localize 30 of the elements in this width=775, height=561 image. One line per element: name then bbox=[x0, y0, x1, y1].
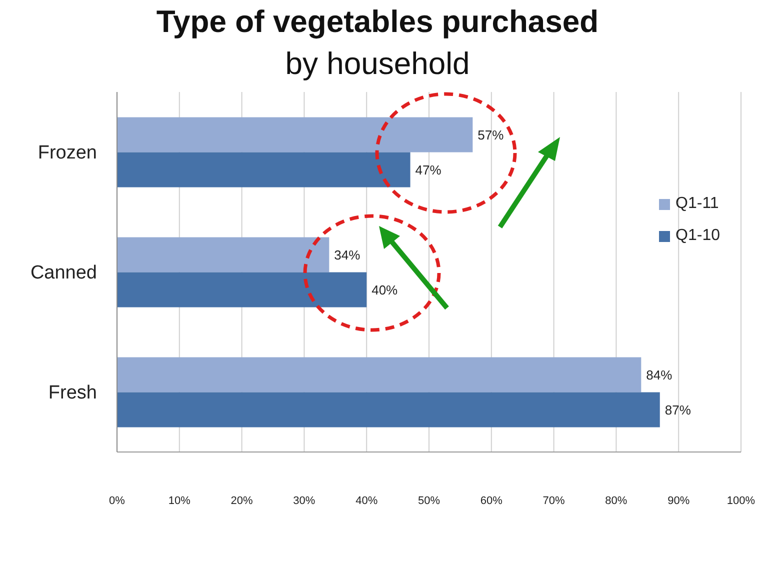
data-label: 40% bbox=[372, 282, 398, 298]
data-label: 87% bbox=[664, 402, 692, 418]
x-tick-label: 90% bbox=[668, 494, 690, 507]
x-tick-label: 20% bbox=[230, 494, 254, 507]
data-label: 34% bbox=[334, 247, 361, 262]
x-tick-label: 80% bbox=[605, 494, 628, 507]
data-label: 84% bbox=[646, 367, 673, 382]
data-label: 47% bbox=[415, 162, 442, 178]
bar bbox=[117, 117, 473, 152]
chart-title: Type of vegetables purchased bbox=[155, 4, 600, 40]
bar bbox=[117, 392, 660, 428]
x-tick-label: 50% bbox=[418, 494, 440, 507]
y-tick-label: Frozen bbox=[38, 142, 97, 164]
x-tick-label: 0% bbox=[109, 494, 126, 507]
data-label: 57% bbox=[478, 127, 504, 142]
x-tick-label: 30% bbox=[293, 494, 316, 507]
bar bbox=[117, 237, 330, 272]
bar bbox=[117, 152, 410, 188]
x-tick-label: 70% bbox=[542, 494, 566, 507]
bar bbox=[117, 272, 367, 308]
x-tick-label: 60% bbox=[480, 494, 503, 507]
y-tick-label: Canned bbox=[30, 262, 97, 284]
bar bbox=[117, 357, 642, 392]
x-tick-label: 40% bbox=[356, 494, 378, 507]
legend-label: Q1-10 bbox=[676, 227, 720, 245]
y-tick-label: Fresh bbox=[48, 382, 97, 404]
x-tick-label: 10% bbox=[168, 494, 191, 507]
chart-subtitle: by household bbox=[284, 46, 471, 82]
x-tick-label: 100% bbox=[726, 494, 756, 507]
legend-label: Q1-11 bbox=[676, 195, 719, 213]
